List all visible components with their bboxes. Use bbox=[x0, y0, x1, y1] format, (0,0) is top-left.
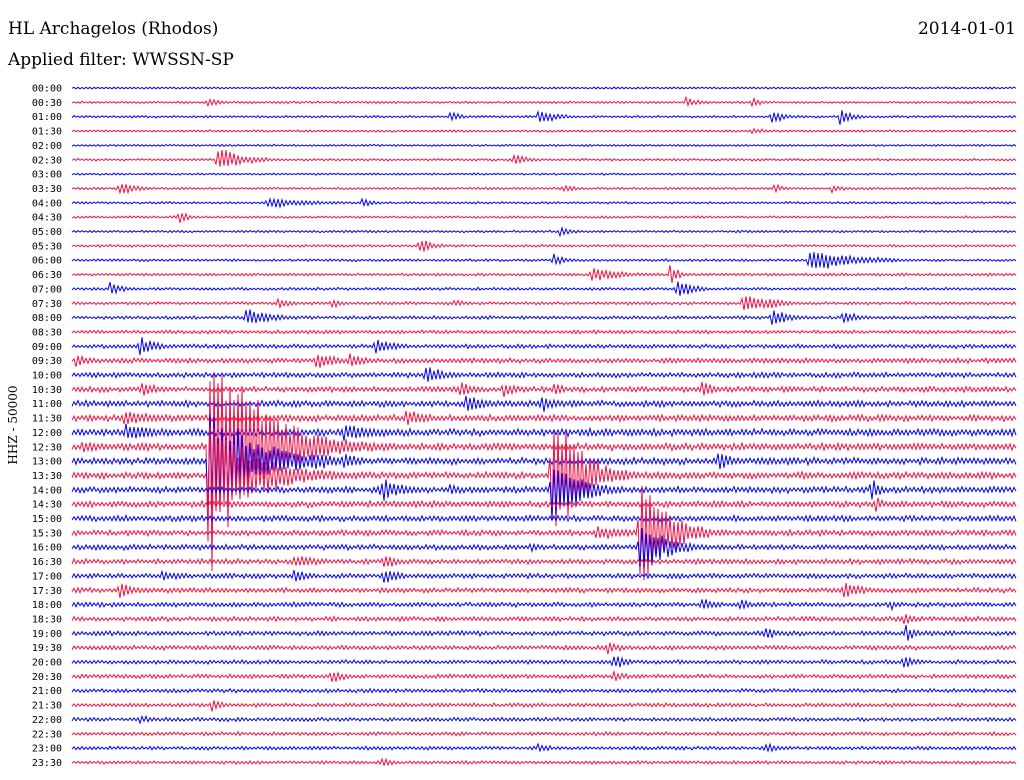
time-label-0800: 08:00 bbox=[32, 313, 62, 324]
trace-0100 bbox=[71, 109, 1017, 125]
trace-0030 bbox=[71, 95, 1017, 108]
trace-2030 bbox=[71, 669, 1017, 682]
time-label-2100: 21:00 bbox=[32, 686, 62, 697]
filter-label: Applied filter: WWSSN-SP bbox=[8, 50, 234, 70]
trace-0600 bbox=[71, 252, 1017, 269]
time-label-0400: 04:00 bbox=[32, 198, 62, 209]
time-label-0100: 01:00 bbox=[32, 112, 62, 123]
time-label-0330: 03:30 bbox=[32, 184, 62, 195]
time-label-2300: 23:00 bbox=[32, 744, 62, 755]
time-label-1930: 19:30 bbox=[32, 643, 62, 654]
time-label-2330: 23:30 bbox=[32, 758, 62, 769]
trace-0430 bbox=[71, 212, 1017, 224]
time-label-1600: 16:00 bbox=[32, 543, 62, 554]
time-label-0000: 00:00 bbox=[32, 84, 62, 95]
trace-1730 bbox=[71, 582, 1017, 598]
time-label-0300: 03:00 bbox=[32, 170, 62, 181]
time-label-1130: 11:30 bbox=[32, 414, 62, 425]
time-label-1500: 15:00 bbox=[32, 514, 62, 525]
time-label-1300: 13:00 bbox=[32, 457, 62, 468]
trace-2100 bbox=[71, 687, 1017, 694]
time-label-0030: 00:30 bbox=[32, 98, 62, 109]
trace-0400 bbox=[71, 197, 1017, 209]
time-label-1730: 17:30 bbox=[32, 586, 62, 597]
trace-1900 bbox=[71, 625, 1017, 641]
time-label-2030: 20:30 bbox=[32, 672, 62, 683]
trace-1830 bbox=[71, 614, 1017, 625]
trace-1500 bbox=[71, 513, 1017, 523]
time-label-1400: 14:00 bbox=[32, 485, 62, 496]
time-label-0830: 08:30 bbox=[32, 327, 62, 338]
trace-1930 bbox=[71, 642, 1017, 655]
time-label-0600: 06:00 bbox=[32, 256, 62, 267]
time-label-1230: 12:30 bbox=[32, 442, 62, 453]
time-label-0930: 09:30 bbox=[32, 356, 62, 367]
time-label-1430: 14:30 bbox=[32, 500, 62, 511]
time-label-1900: 19:00 bbox=[32, 629, 62, 640]
time-label-2230: 22:30 bbox=[32, 729, 62, 740]
time-label-1530: 15:30 bbox=[32, 528, 62, 539]
time-label-0430: 04:30 bbox=[32, 213, 62, 224]
trace-1600 bbox=[71, 528, 1017, 568]
time-label-0130: 01:30 bbox=[32, 127, 62, 138]
time-label-0200: 02:00 bbox=[32, 141, 62, 152]
trace-2130 bbox=[71, 700, 1017, 712]
trace-1400 bbox=[71, 469, 1017, 519]
trace-0730 bbox=[71, 296, 1017, 310]
trace-0500 bbox=[71, 226, 1017, 238]
trace-2200 bbox=[71, 714, 1017, 725]
trace-1800 bbox=[71, 599, 1017, 612]
time-label-2130: 21:30 bbox=[32, 701, 62, 712]
trace-lines bbox=[71, 86, 1017, 767]
time-label-0700: 07:00 bbox=[32, 284, 62, 295]
trace-2330 bbox=[71, 757, 1017, 767]
trace-1530 bbox=[71, 485, 1017, 581]
time-label-1830: 18:30 bbox=[32, 614, 62, 625]
trace-1000 bbox=[71, 367, 1017, 382]
time-label-0530: 05:30 bbox=[32, 241, 62, 252]
time-label-2200: 22:00 bbox=[32, 715, 62, 726]
trace-2300 bbox=[71, 742, 1017, 753]
trace-0800 bbox=[71, 309, 1017, 325]
station-title: HL Archagelos (Rhodos) bbox=[8, 19, 219, 39]
time-label-1030: 10:30 bbox=[32, 385, 62, 396]
time-label-2000: 20:00 bbox=[32, 658, 62, 669]
time-label-1800: 18:00 bbox=[32, 600, 62, 611]
trace-0630 bbox=[71, 265, 1017, 284]
trace-1330 bbox=[71, 425, 1017, 527]
trace-1700 bbox=[71, 569, 1017, 583]
trace-0830 bbox=[71, 329, 1017, 335]
time-label-1700: 17:00 bbox=[32, 571, 62, 582]
trace-0930 bbox=[71, 353, 1017, 368]
time-label-0500: 05:00 bbox=[32, 227, 62, 238]
trace-1430 bbox=[71, 497, 1017, 512]
trace-0900 bbox=[71, 337, 1017, 355]
time-label-0730: 07:30 bbox=[32, 299, 62, 310]
time-label-1630: 16:30 bbox=[32, 557, 62, 568]
trace-0530 bbox=[71, 240, 1017, 252]
trace-0000 bbox=[71, 86, 1017, 90]
trace-0330 bbox=[71, 183, 1017, 195]
time-label-1100: 11:00 bbox=[32, 399, 62, 410]
trace-0300 bbox=[71, 172, 1017, 176]
trace-0200 bbox=[71, 143, 1017, 148]
trace-2230 bbox=[71, 730, 1017, 737]
time-label-0230: 02:30 bbox=[32, 155, 62, 166]
trace-1230 bbox=[71, 373, 1017, 572]
trace-2000 bbox=[71, 656, 1017, 668]
trace-0700 bbox=[71, 281, 1017, 296]
trace-1030 bbox=[71, 381, 1017, 397]
trace-0230 bbox=[71, 150, 1017, 167]
time-label-0900: 09:00 bbox=[32, 342, 62, 353]
trace-0130 bbox=[71, 127, 1017, 135]
date-label: 2014-01-01 bbox=[917, 19, 1016, 39]
trace-1630 bbox=[71, 555, 1017, 567]
time-tick-labels: 00:00 00:30 01:00 01:30 02:00 02:30 03:00 03:30… bbox=[32, 84, 62, 769]
time-label-1330: 13:30 bbox=[32, 471, 62, 482]
time-label-1000: 10:00 bbox=[32, 371, 62, 382]
time-label-1200: 12:00 bbox=[32, 428, 62, 439]
time-label-0630: 06:30 bbox=[32, 270, 62, 281]
